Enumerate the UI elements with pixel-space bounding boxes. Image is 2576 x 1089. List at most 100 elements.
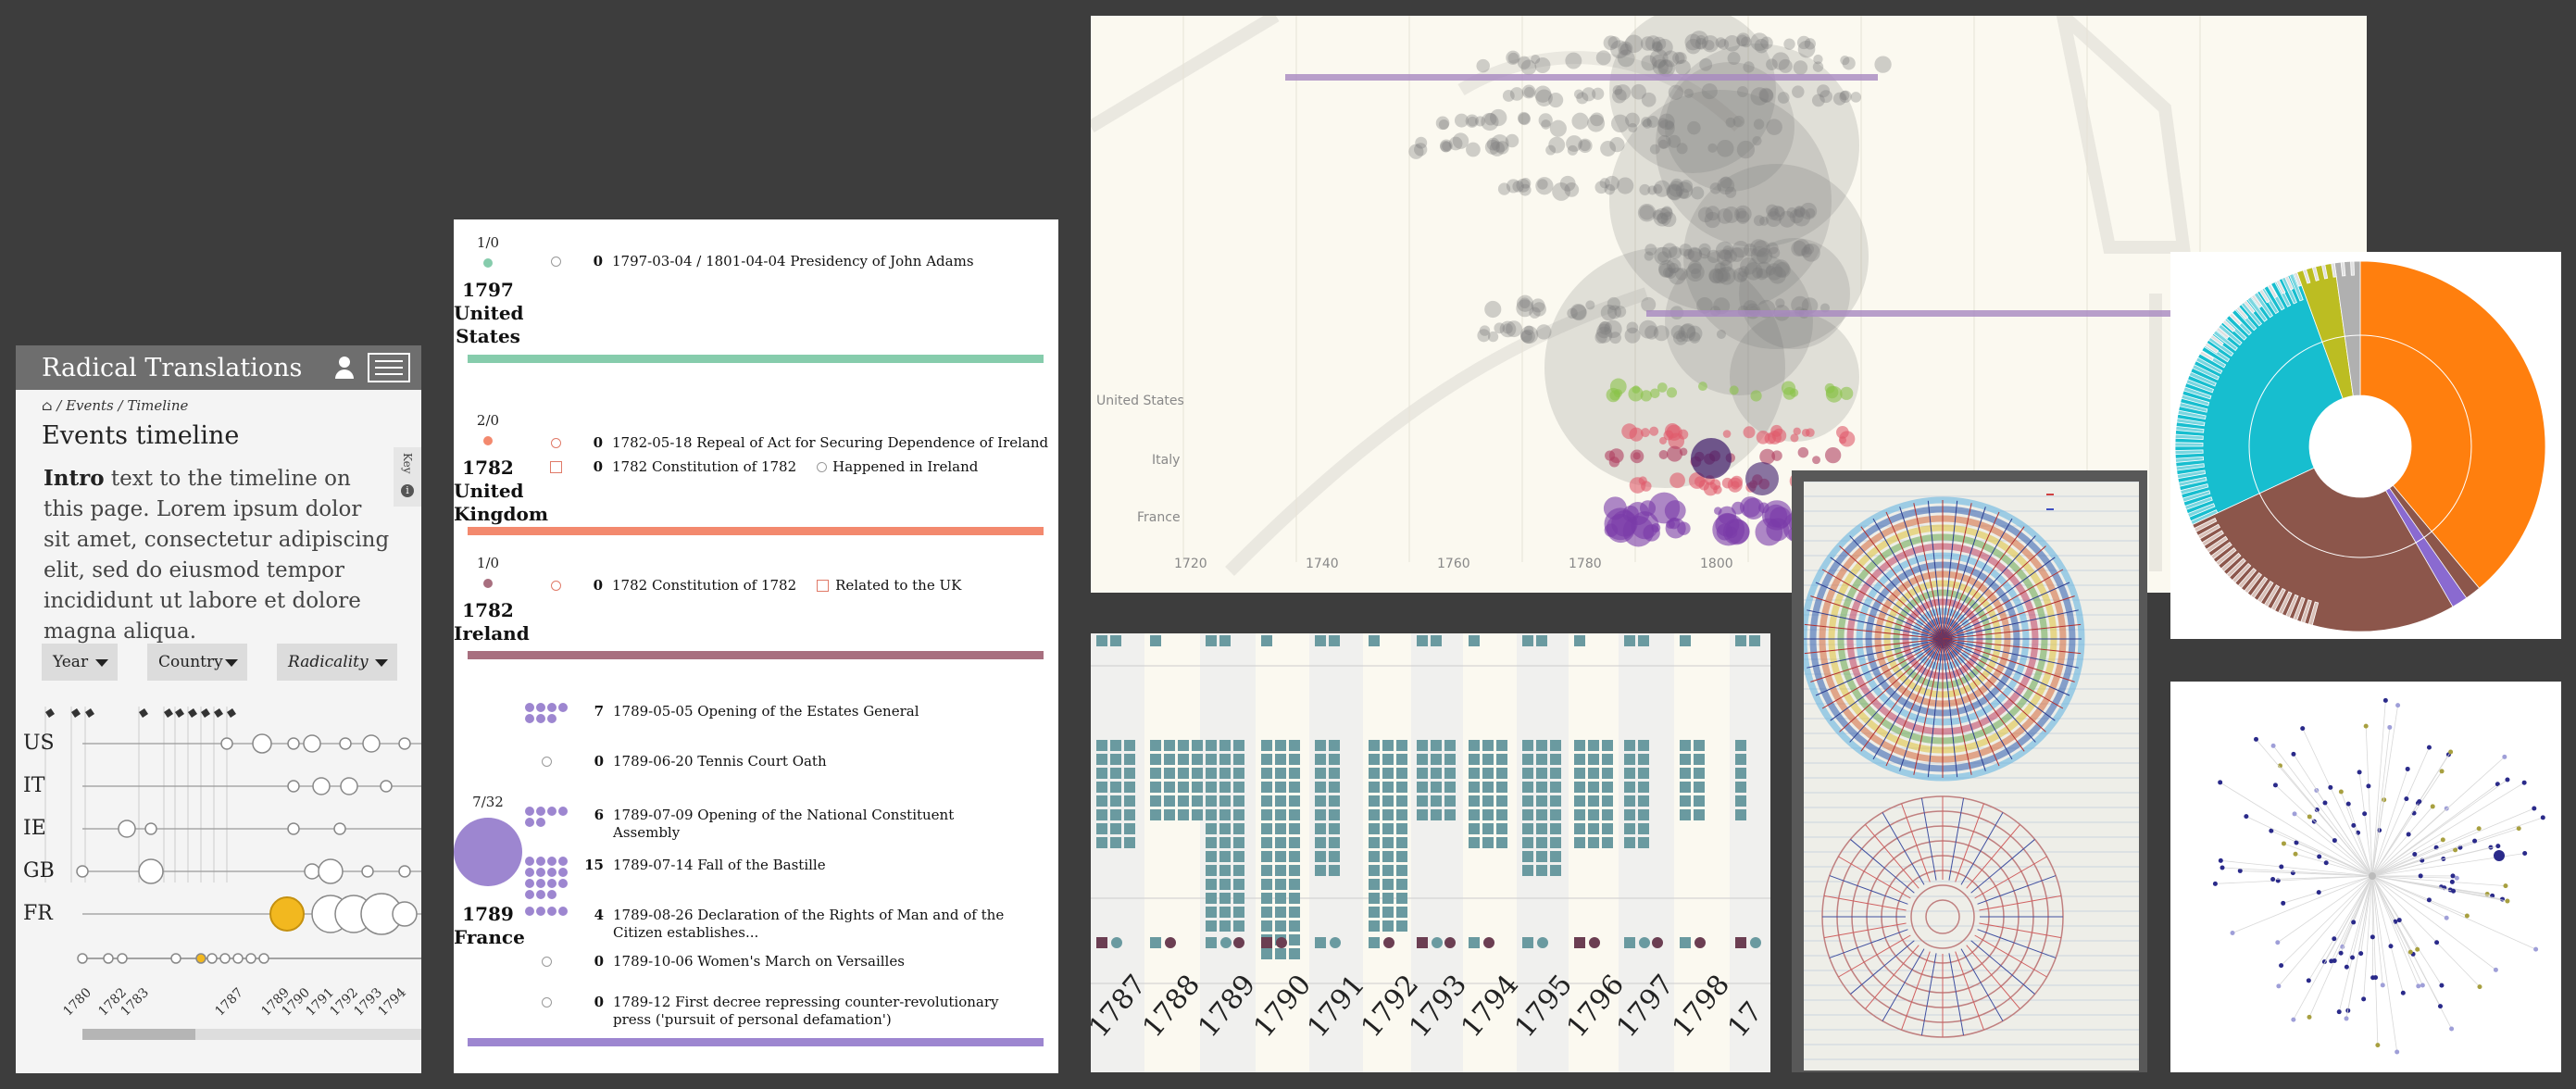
y-label-italy: Italy bbox=[1152, 453, 1180, 468]
event-row[interactable]: 0 1782-05-18 Repeal of Act for Securing D… bbox=[535, 434, 1048, 452]
event-marker bbox=[515, 994, 578, 1008]
event-count: 7/32 bbox=[472, 794, 504, 810]
country-filter[interactable]: Country bbox=[147, 644, 247, 681]
event-row[interactable]: 0 1789-10-06 Women's March on Versailles bbox=[515, 953, 1020, 970]
event-count: 1/0 bbox=[476, 234, 500, 251]
event-group-divider bbox=[468, 651, 1044, 659]
event-source-count: 0 bbox=[593, 458, 603, 475]
event-title[interactable]: 1782 Constitution of 1782 bbox=[612, 577, 797, 594]
timeline-scrollbar[interactable] bbox=[82, 1029, 421, 1040]
event-circle bbox=[333, 822, 346, 835]
event-year: 1782 bbox=[462, 457, 514, 479]
event-country: United States bbox=[454, 302, 524, 347]
event-relation-tag: Related to the UK bbox=[817, 577, 961, 594]
mobile-timeline-screen: Radical Translations ⌂ / Events / Timeli… bbox=[16, 345, 421, 1073]
event-count: 2/0 bbox=[476, 412, 500, 429]
country-label-fr: FR bbox=[23, 902, 54, 925]
app-title[interactable]: Radical Translations bbox=[42, 353, 303, 382]
event-marker bbox=[535, 458, 577, 473]
home-icon[interactable]: ⌂ bbox=[42, 397, 53, 414]
event-marker bbox=[515, 953, 578, 967]
event-title[interactable]: 1789-07-14 Fall of the Bastille bbox=[613, 857, 826, 873]
event-title[interactable]: 1789-06-20 Tennis Court Oath bbox=[613, 753, 827, 770]
event-source-count: 0 bbox=[593, 434, 603, 451]
event-circle bbox=[118, 820, 136, 838]
event-circle bbox=[287, 737, 300, 750]
event-title[interactable]: 1789-05-05 Opening of the Estates Genera… bbox=[613, 703, 919, 720]
desktop-event-list: 1/0 1797 United States 0 1797-03-04 / 1801-0… bbox=[454, 219, 1058, 1073]
event-source-count: 0 bbox=[593, 577, 603, 594]
event-group-summary: 7/32 1789 France bbox=[454, 794, 525, 949]
event-title[interactable]: 1782-05-18 Repeal of Act for Securing De… bbox=[612, 434, 1049, 451]
y-label-france: France bbox=[1137, 510, 1181, 525]
event-year: 1782 bbox=[462, 599, 514, 621]
event-title[interactable]: 1789-08-26 Declaration of the Rights of … bbox=[613, 907, 1005, 941]
event-group-summary: 2/0 1782 United Kingdom bbox=[454, 412, 548, 526]
highlighted-event-circle[interactable] bbox=[269, 896, 305, 932]
event-circle bbox=[287, 780, 300, 793]
event-circle bbox=[138, 858, 164, 884]
hand-drawn-sketch-photo bbox=[1792, 470, 2147, 1072]
user-icon[interactable] bbox=[332, 356, 356, 380]
event-title[interactable]: 1782 Constitution of 1782 bbox=[612, 458, 797, 475]
event-circle bbox=[380, 780, 393, 793]
event-title[interactable]: 1797-03-04 / 1801-04-04 Presidency of Jo… bbox=[612, 253, 974, 269]
event-row[interactable]: 4 1789-08-26 Declaration of the Rights of… bbox=[515, 907, 1020, 942]
event-group-divider bbox=[468, 1038, 1044, 1046]
event-row[interactable]: 0 1789-12 First decree repressing counter… bbox=[515, 994, 1020, 1029]
x-tick-1740: 1740 bbox=[1306, 557, 1339, 571]
event-circle bbox=[318, 858, 344, 884]
event-title[interactable]: 1789-07-09 Opening of the National Const… bbox=[613, 807, 955, 841]
axis-year-label: 1787 bbox=[212, 985, 246, 1020]
info-icon: i bbox=[401, 484, 414, 497]
country-dot bbox=[483, 258, 493, 268]
flag-markers bbox=[45, 708, 236, 718]
event-row[interactable]: 7 1789-05-05 Opening of the Estates Gener… bbox=[515, 703, 1020, 723]
event-circle bbox=[398, 737, 411, 750]
event-relation-tag: Happened in Ireland bbox=[817, 458, 978, 475]
y-label-united-states: United States bbox=[1096, 394, 1184, 408]
event-circle bbox=[76, 865, 89, 878]
year-filter[interactable]: Year bbox=[42, 644, 118, 681]
event-group-divider bbox=[468, 355, 1044, 363]
breadcrumb: ⌂ / Events / Timeline bbox=[16, 390, 421, 414]
sunburst-chart bbox=[2170, 252, 2561, 639]
scrollbar-thumb[interactable] bbox=[82, 1029, 195, 1040]
x-tick-1800: 1800 bbox=[1700, 557, 1733, 571]
event-group-summary: 1/0 1782 Ireland bbox=[454, 555, 530, 645]
country-timeline: US IT IE GB FR bbox=[23, 707, 421, 964]
event-circle bbox=[361, 865, 374, 878]
beeswarm-chart: United States Italy France 1720 1740 176… bbox=[1091, 16, 2367, 593]
radicality-filter[interactable]: Radicality bbox=[277, 644, 397, 681]
radial-scatter-chart bbox=[2170, 682, 2561, 1072]
country-label-it: IT bbox=[23, 774, 45, 797]
event-row[interactable]: 0 1782 Constitution of 1782 Related to the… bbox=[535, 577, 961, 595]
hamburger-menu-button[interactable] bbox=[368, 353, 410, 382]
event-circle bbox=[144, 822, 157, 835]
event-row[interactable]: 15 1789-07-14 Fall of the Bastille bbox=[515, 857, 1020, 899]
intro-text: Intro text to the timeline on this page.… bbox=[44, 466, 390, 644]
event-row[interactable]: 0 1782 Constitution of 1782 Happened in Ir… bbox=[535, 458, 978, 476]
event-row[interactable]: 6 1789-07-09 Opening of the National Cons… bbox=[515, 807, 1020, 842]
country-label-ie: IE bbox=[23, 817, 46, 840]
event-circle bbox=[340, 777, 358, 795]
event-title[interactable]: 1789-12 First decree repressing counter-… bbox=[613, 994, 999, 1028]
breadcrumb-text[interactable]: / Events / Timeline bbox=[56, 397, 189, 414]
event-row[interactable]: 0 1789-06-20 Tennis Court Oath bbox=[515, 753, 1020, 770]
event-title[interactable]: 1789-10-06 Women's March on Versailles bbox=[613, 953, 905, 970]
event-circle bbox=[304, 863, 320, 880]
event-source-count: 0 bbox=[593, 253, 603, 269]
event-circle bbox=[220, 737, 233, 750]
country-label-us: US bbox=[23, 732, 55, 755]
event-marker bbox=[515, 807, 578, 827]
event-circle bbox=[392, 901, 418, 927]
x-tick-1780: 1780 bbox=[1569, 557, 1602, 571]
event-source-count: 6 bbox=[594, 807, 604, 823]
key-tab[interactable]: Key i bbox=[394, 447, 421, 507]
event-row[interactable]: 0 1797-03-04 / 1801-04-04 Presidency of J… bbox=[535, 253, 974, 270]
event-year: 1797 bbox=[462, 279, 514, 301]
event-country: United Kingdom bbox=[454, 480, 548, 525]
event-source-count: 0 bbox=[594, 994, 604, 1010]
x-tick-1720: 1720 bbox=[1174, 557, 1207, 571]
event-circle bbox=[312, 777, 331, 795]
